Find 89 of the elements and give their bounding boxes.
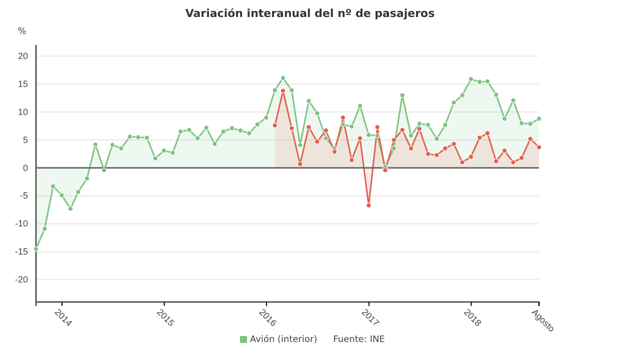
point	[536, 116, 542, 122]
point	[348, 157, 354, 163]
point	[357, 136, 363, 141]
point	[484, 130, 490, 136]
point	[510, 98, 516, 103]
point	[170, 150, 176, 156]
y-tick-label: 5	[22, 134, 28, 145]
point	[476, 79, 482, 85]
point	[518, 155, 524, 161]
point	[272, 88, 278, 93]
point	[238, 128, 244, 134]
y-tick-label: 0	[22, 162, 28, 173]
y-tick-label: -5	[20, 190, 28, 201]
point	[340, 122, 346, 128]
point	[306, 124, 312, 130]
point	[254, 122, 260, 128]
point	[212, 141, 218, 147]
point	[118, 146, 124, 152]
point	[280, 88, 286, 94]
point	[289, 126, 294, 131]
point	[528, 121, 534, 126]
point	[289, 88, 294, 93]
point	[468, 76, 474, 82]
point	[348, 124, 354, 130]
y-tick-label: -10	[14, 218, 28, 229]
point	[468, 154, 474, 160]
point	[476, 135, 482, 140]
point	[434, 152, 440, 158]
point	[425, 122, 431, 128]
point	[204, 125, 209, 130]
point	[416, 126, 422, 132]
point	[536, 144, 542, 150]
point	[493, 158, 499, 164]
chart-title: Variación interanual del nº de pasajeros	[185, 7, 436, 20]
point	[416, 121, 422, 126]
point	[374, 132, 380, 138]
point	[76, 189, 81, 195]
point	[374, 124, 380, 130]
y-tick-label: 10	[18, 106, 28, 117]
point	[451, 141, 457, 147]
point	[442, 146, 448, 152]
y-tick-label: 15	[18, 78, 28, 89]
point	[272, 122, 278, 128]
y-axis-title: %	[18, 27, 27, 37]
point	[460, 92, 465, 98]
point	[229, 126, 235, 131]
point	[59, 192, 64, 198]
point	[382, 167, 388, 173]
point	[366, 132, 372, 138]
point	[502, 148, 508, 154]
point	[323, 128, 329, 134]
point	[50, 184, 56, 190]
point	[264, 114, 269, 120]
point	[33, 246, 39, 252]
y-tick-label: -15	[14, 246, 28, 257]
legend-label: Avión (interior)	[250, 334, 318, 345]
point	[144, 135, 150, 140]
point	[391, 137, 397, 143]
point	[400, 127, 406, 133]
point	[246, 130, 252, 136]
point	[502, 116, 508, 122]
point	[42, 226, 48, 232]
point	[101, 167, 107, 173]
point	[518, 120, 524, 126]
point	[434, 136, 440, 142]
point	[297, 142, 303, 148]
point	[408, 146, 414, 152]
point	[186, 127, 192, 133]
point	[408, 132, 414, 138]
point	[323, 136, 329, 141]
point	[194, 136, 200, 141]
point	[391, 146, 397, 152]
point	[528, 136, 534, 142]
point	[460, 160, 465, 166]
point	[314, 110, 320, 116]
y-tick-label: 20	[18, 51, 28, 62]
point	[332, 149, 338, 154]
source-note: Fuente: INE	[333, 335, 386, 345]
point	[152, 156, 158, 162]
point	[451, 100, 457, 106]
point	[306, 98, 312, 104]
point	[110, 142, 116, 148]
point	[314, 138, 320, 144]
point	[493, 92, 499, 98]
point	[425, 151, 431, 157]
point	[136, 134, 141, 140]
point	[510, 160, 516, 166]
y-tick-label: -20	[14, 274, 28, 285]
point	[297, 161, 303, 167]
